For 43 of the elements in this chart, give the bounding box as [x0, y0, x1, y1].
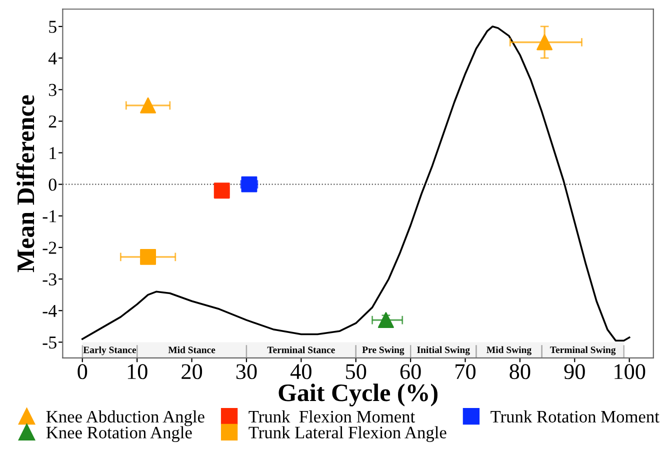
- point: [140, 248, 156, 265]
- band-label: Pre Swing: [362, 346, 404, 356]
- x-tick-label: 80: [510, 364, 530, 380]
- y-axis-title: Mean Difference: [16, 95, 34, 272]
- y-tick-label: -3: [42, 273, 56, 286]
- y-tick-label: 5: [49, 20, 56, 33]
- x-tick-label: 30: [236, 364, 257, 380]
- y-tick-label: -2: [42, 242, 56, 254]
- legend-label: Trunk Flexion Moment: [248, 410, 416, 423]
- band-label: Terminal Swing: [550, 346, 616, 356]
- band-label: Terminal Stance: [267, 346, 335, 354]
- y-tick-label: -1: [42, 210, 56, 222]
- point: [536, 34, 553, 50]
- legend-label: Knee Rotation Angle: [46, 426, 192, 442]
- point: [378, 312, 394, 328]
- y-tick-label: 2: [48, 116, 56, 128]
- legend-label: Trunk Lateral Flexion Angle: [248, 426, 446, 442]
- band-label: Early Stance: [83, 346, 136, 356]
- x-tick-label: 20: [182, 364, 202, 380]
- x-axis-title: Gait Cycle (%): [278, 384, 438, 406]
- band-label: Mid Swing: [486, 346, 532, 356]
- point: [241, 176, 258, 192]
- y-tick-label: -4: [42, 304, 57, 317]
- x-tick-label: 90: [564, 364, 585, 380]
- x-tick-label: 40: [290, 364, 312, 380]
- band-label: Mid Stance: [168, 346, 216, 354]
- y-tick-label: 3: [48, 84, 56, 96]
- y-tick-label: 4: [48, 52, 57, 64]
- point: [214, 182, 230, 199]
- legend-label: Knee Abduction Angle: [46, 410, 204, 426]
- point: [140, 97, 156, 114]
- x-tick-label: 60: [400, 364, 421, 380]
- x-tick-label: 0: [78, 364, 88, 380]
- y-tick-label: 0: [48, 178, 56, 191]
- legend-label: Trunk Rotation Moment: [490, 410, 660, 423]
- x-tick-label: 10: [128, 364, 148, 380]
- x-tick-label: 100: [614, 364, 646, 380]
- y-tick-label: -5: [42, 336, 56, 349]
- line-series: [81, 26, 630, 342]
- x-tick-label: 70: [456, 364, 476, 380]
- y-tick-label: 1: [50, 147, 56, 160]
- band-label: Initial Swing: [417, 346, 470, 356]
- x-tick-label: 50: [346, 364, 366, 380]
